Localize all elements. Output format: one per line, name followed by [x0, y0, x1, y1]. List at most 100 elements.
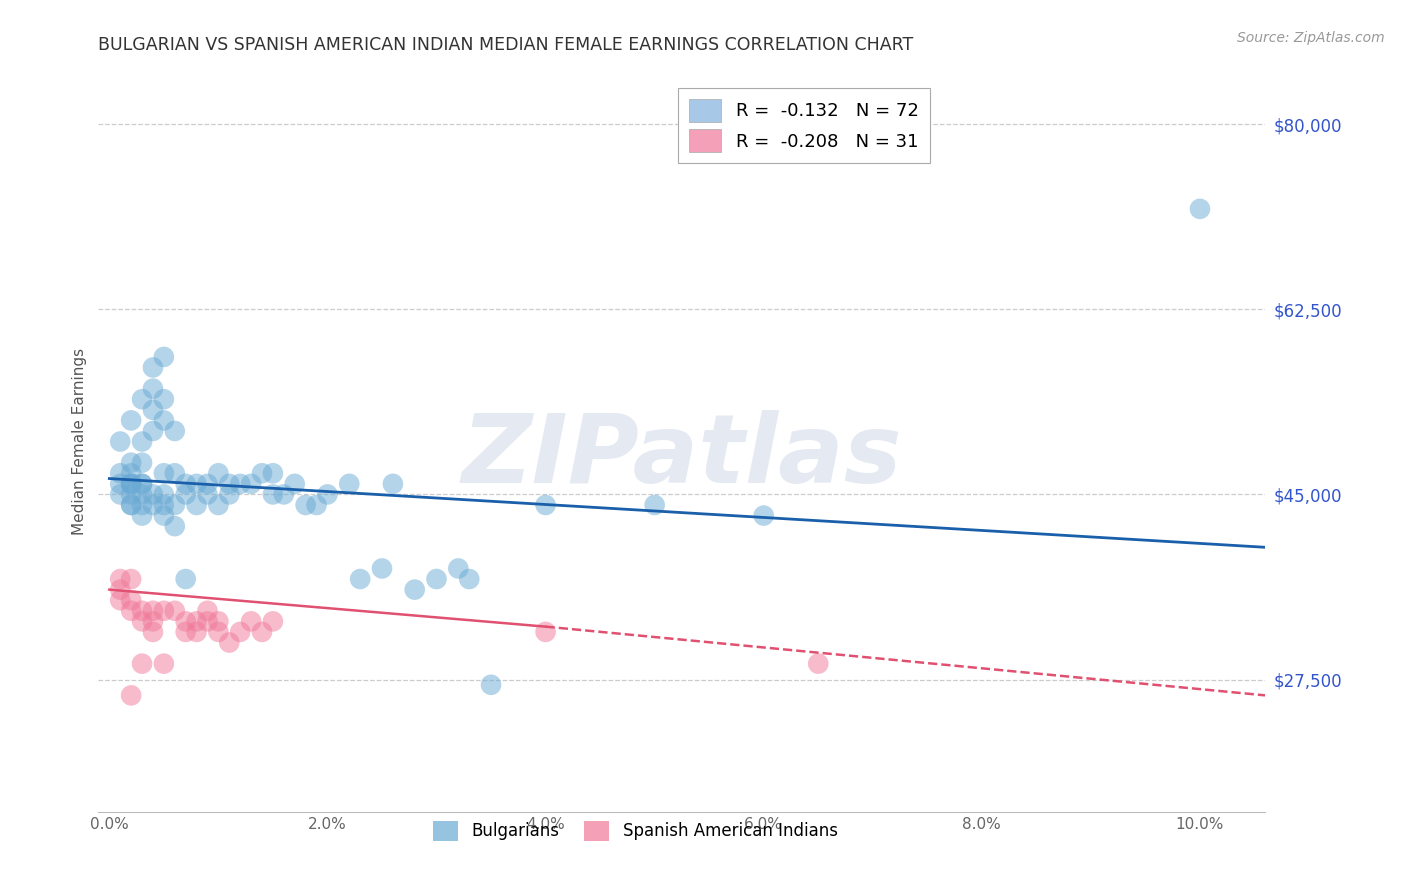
- Point: [142, 615, 165, 629]
- Point: [153, 498, 176, 512]
- Point: [110, 487, 132, 501]
- Point: [174, 487, 197, 501]
- Point: [644, 498, 666, 512]
- Point: [110, 467, 132, 481]
- Point: [207, 467, 229, 481]
- Point: [131, 392, 153, 407]
- Point: [120, 456, 142, 470]
- Point: [131, 508, 153, 523]
- Point: [120, 476, 142, 491]
- Point: [131, 476, 153, 491]
- Point: [273, 487, 295, 501]
- Point: [153, 604, 176, 618]
- Point: [197, 615, 219, 629]
- Point: [1188, 202, 1211, 216]
- Point: [131, 456, 153, 470]
- Point: [153, 657, 176, 671]
- Point: [197, 604, 219, 618]
- Point: [131, 498, 153, 512]
- Point: [207, 498, 229, 512]
- Point: [174, 476, 197, 491]
- Point: [142, 424, 165, 438]
- Point: [447, 561, 470, 575]
- Point: [153, 467, 176, 481]
- Point: [294, 498, 316, 512]
- Point: [120, 476, 142, 491]
- Point: [174, 572, 197, 586]
- Point: [120, 487, 142, 501]
- Point: [153, 350, 176, 364]
- Point: [120, 498, 142, 512]
- Point: [131, 476, 153, 491]
- Point: [479, 678, 502, 692]
- Point: [197, 487, 219, 501]
- Point: [153, 487, 176, 501]
- Point: [153, 413, 176, 427]
- Point: [240, 476, 263, 491]
- Point: [120, 689, 142, 703]
- Point: [110, 434, 132, 449]
- Point: [142, 360, 165, 375]
- Point: [153, 392, 176, 407]
- Point: [131, 604, 153, 618]
- Point: [131, 434, 153, 449]
- Point: [153, 508, 176, 523]
- Point: [262, 467, 284, 481]
- Point: [110, 476, 132, 491]
- Point: [163, 604, 186, 618]
- Point: [186, 615, 208, 629]
- Point: [131, 487, 153, 501]
- Point: [229, 476, 252, 491]
- Point: [174, 615, 197, 629]
- Point: [142, 498, 165, 512]
- Point: [142, 624, 165, 639]
- Point: [218, 487, 240, 501]
- Point: [371, 561, 394, 575]
- Point: [163, 519, 186, 533]
- Point: [120, 467, 142, 481]
- Point: [131, 657, 153, 671]
- Point: [404, 582, 426, 597]
- Point: [142, 487, 165, 501]
- Point: [752, 508, 775, 523]
- Point: [110, 572, 132, 586]
- Point: [534, 498, 557, 512]
- Point: [240, 615, 263, 629]
- Point: [120, 413, 142, 427]
- Point: [207, 615, 229, 629]
- Point: [458, 572, 481, 586]
- Point: [142, 382, 165, 396]
- Legend: Bulgarians, Spanish American Indians: Bulgarians, Spanish American Indians: [426, 814, 844, 847]
- Point: [218, 476, 240, 491]
- Point: [284, 476, 307, 491]
- Point: [250, 467, 273, 481]
- Y-axis label: Median Female Earnings: Median Female Earnings: [72, 348, 87, 535]
- Point: [218, 635, 240, 649]
- Point: [174, 624, 197, 639]
- Text: BULGARIAN VS SPANISH AMERICAN INDIAN MEDIAN FEMALE EARNINGS CORRELATION CHART: BULGARIAN VS SPANISH AMERICAN INDIAN MED…: [98, 36, 914, 54]
- Point: [337, 476, 360, 491]
- Point: [163, 467, 186, 481]
- Text: Source: ZipAtlas.com: Source: ZipAtlas.com: [1237, 31, 1385, 45]
- Point: [163, 498, 186, 512]
- Point: [425, 572, 447, 586]
- Point: [229, 624, 252, 639]
- Point: [163, 424, 186, 438]
- Point: [142, 402, 165, 417]
- Point: [305, 498, 328, 512]
- Point: [186, 624, 208, 639]
- Point: [120, 572, 142, 586]
- Point: [250, 624, 273, 639]
- Point: [110, 582, 132, 597]
- Point: [142, 604, 165, 618]
- Point: [381, 476, 404, 491]
- Point: [120, 476, 142, 491]
- Point: [262, 487, 284, 501]
- Point: [316, 487, 339, 501]
- Point: [262, 615, 284, 629]
- Point: [807, 657, 830, 671]
- Point: [186, 476, 208, 491]
- Point: [349, 572, 371, 586]
- Point: [120, 604, 142, 618]
- Point: [131, 615, 153, 629]
